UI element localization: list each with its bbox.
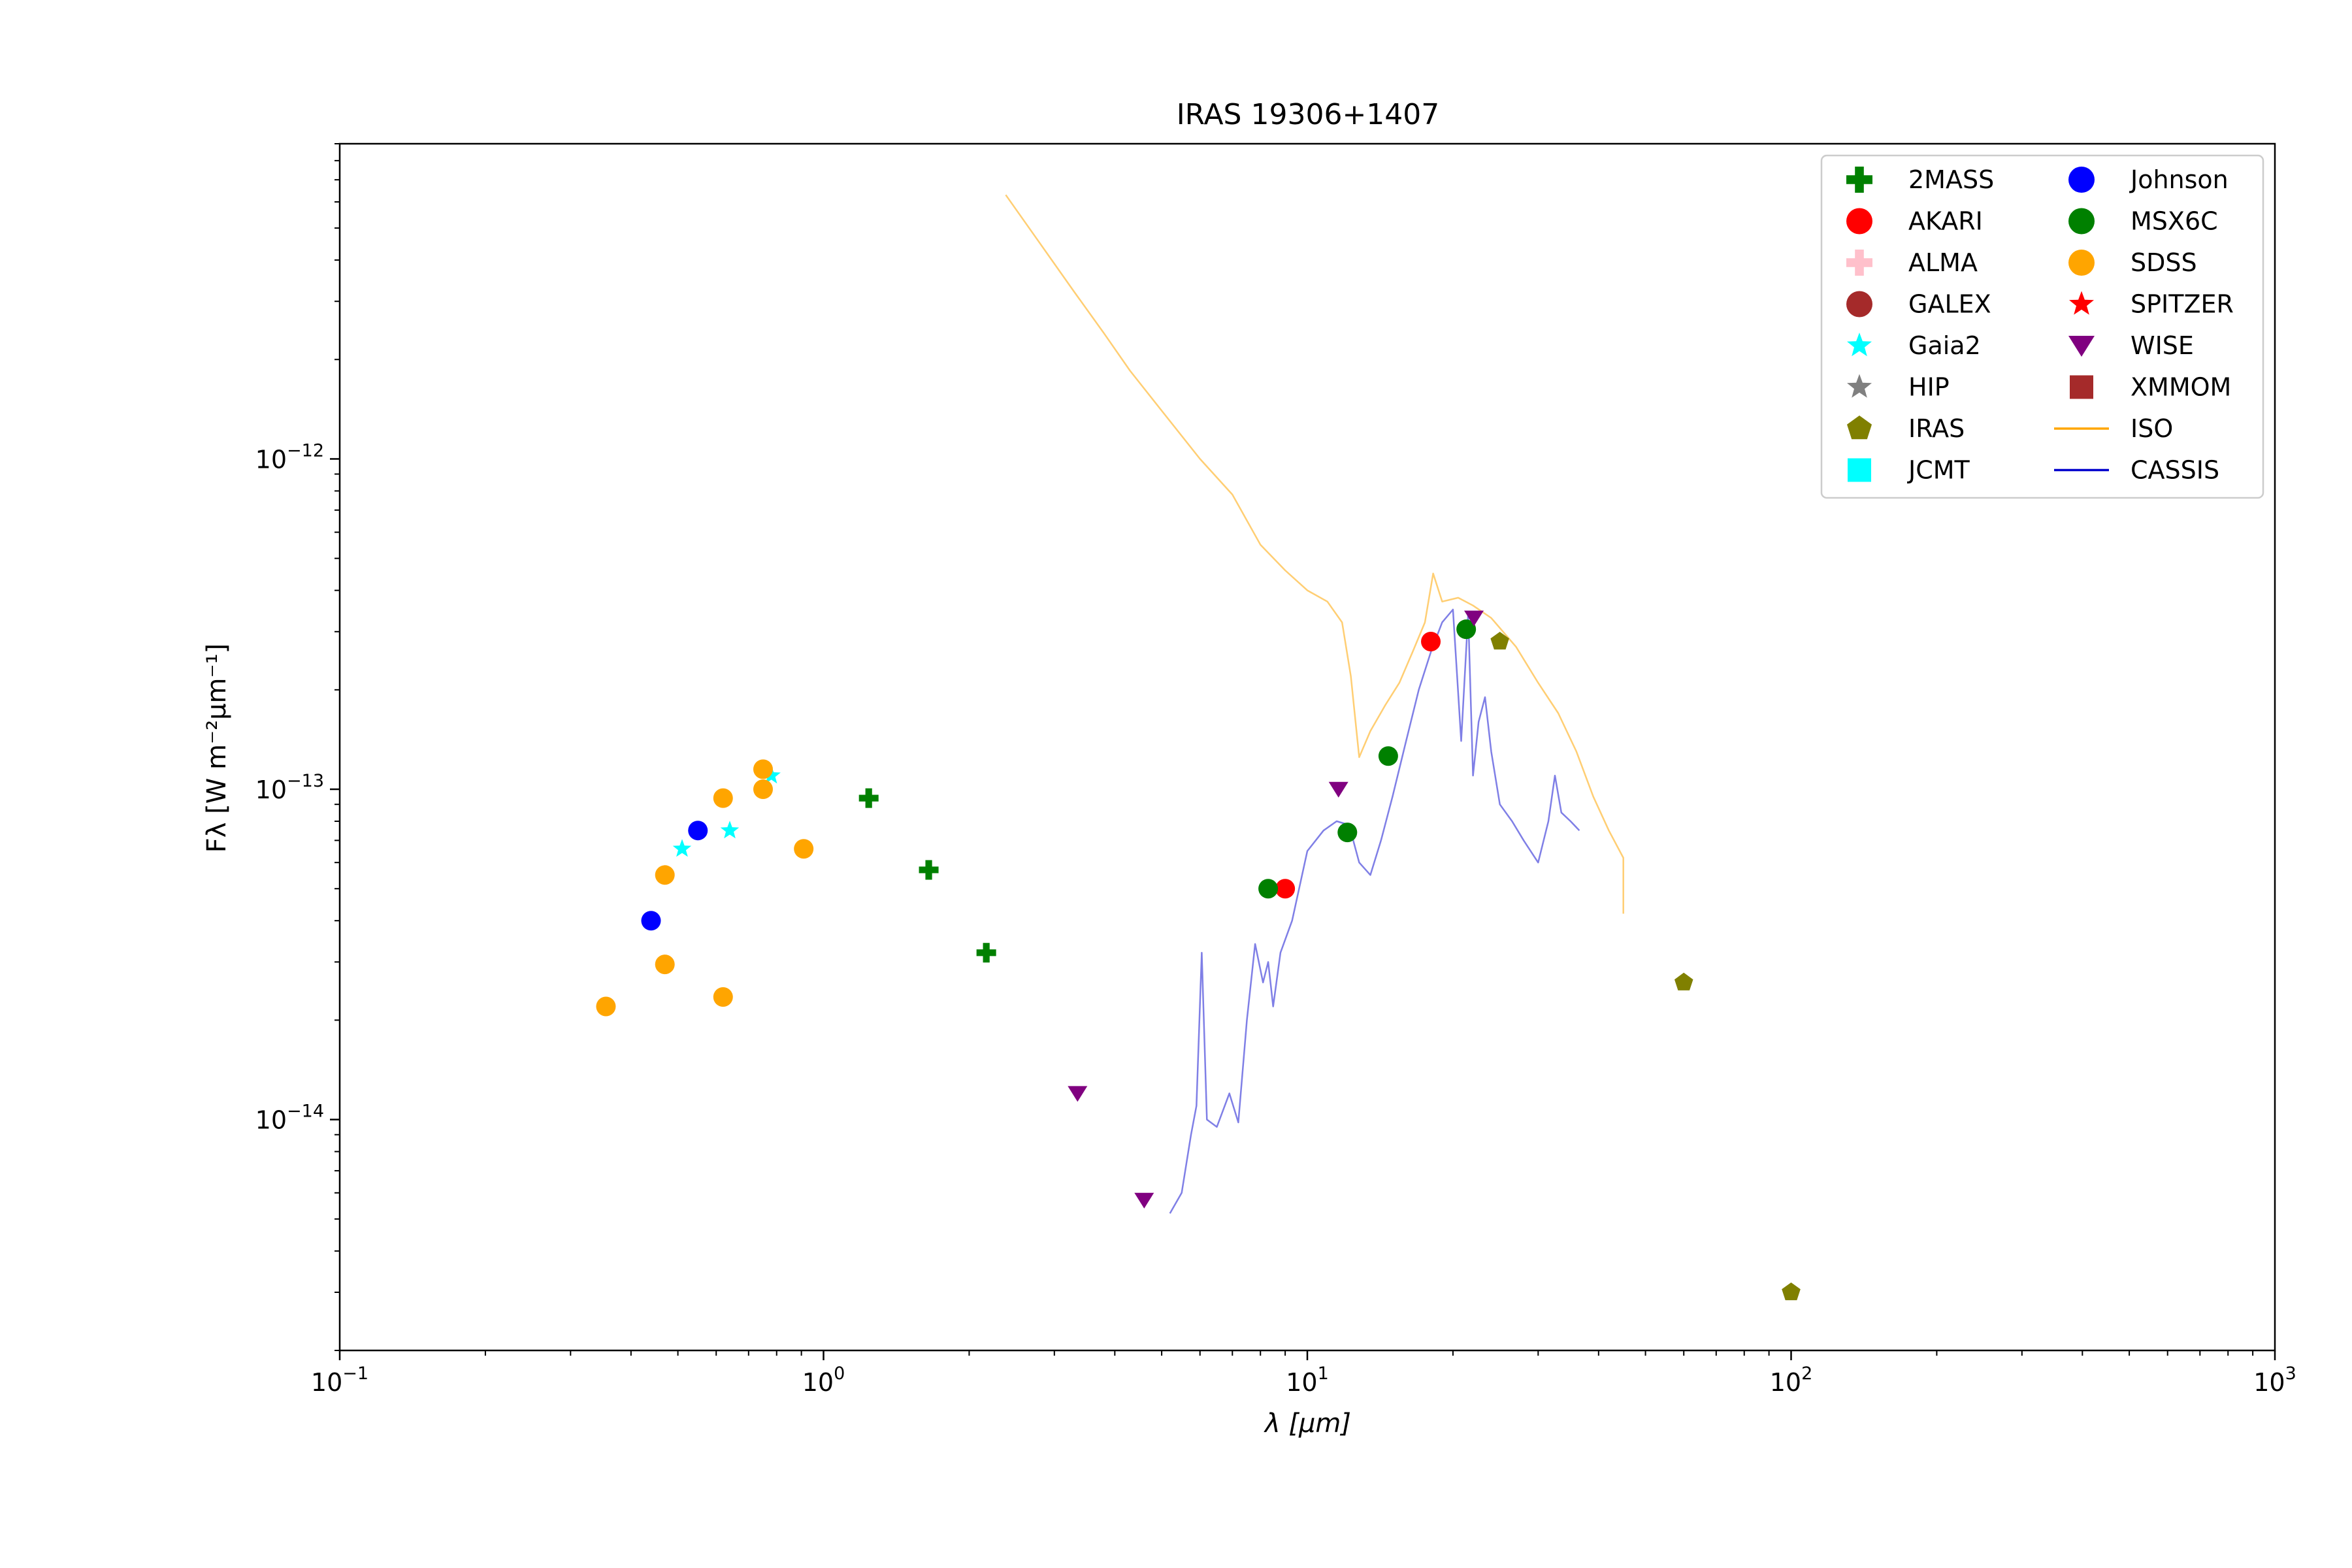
x-tick-label: 103 [2253,1364,2296,1397]
point-iras-1 [1674,972,1693,990]
legend-marker-swatch [1846,250,1872,276]
point-sdss-7 [794,839,814,859]
point-wise-2 [1328,781,1348,798]
legend-label: 2MASS [1908,165,1994,194]
legend-item-iras: IRAS [1847,414,1965,443]
chart-title: IRAS 19306+1407 [1177,98,1440,131]
legend-label: SPITZER [2131,290,2234,319]
point-msx6c-2 [1378,746,1398,766]
legend-marker-swatch [1846,291,1872,318]
point-msx6c-1 [1337,823,1358,843]
point-gaia2-0 [672,839,692,857]
legend-label: WISE [2131,331,2194,360]
legend-label: MSX6C [2131,207,2218,236]
legend-item-cassis: CASSIS [2054,456,2219,485]
legend-item-2mass: 2MASS [1846,165,1994,194]
legend-label: SDSS [2131,248,2197,277]
x-tick-label: 10−1 [311,1364,368,1397]
legend-label: Gaia2 [1908,331,1981,360]
point-wise-1 [1134,1192,1154,1209]
y-axis-label: Fλ [W m⁻²μm⁻¹] [202,644,232,853]
point-msx6c-0 [1258,879,1279,899]
y-tick-label: 10−13 [255,771,324,804]
legend-marker-swatch [1848,458,1871,482]
series-line-cassis [1169,608,1580,1214]
point-sdss-4 [713,788,733,808]
legend-marker-swatch [1847,374,1872,398]
point-sdss-3 [713,987,733,1007]
point-gaia2-1 [720,821,740,839]
point-iras-2 [1782,1282,1801,1301]
legend-marker-swatch [2070,375,2093,399]
point-sdss-0 [596,996,616,1017]
legend-marker-swatch [1847,333,1872,357]
point-akari-0 [1275,879,1296,899]
point-2mass-2 [976,943,996,963]
point-wise-0 [1068,1086,1088,1102]
point-iras-0 [1490,632,1509,650]
legend-item-akari: AKARI [1846,207,1983,236]
spectra-lines [1005,194,1624,1214]
point-msx6c-3 [1456,619,1477,640]
legend-item-alma: ALMA [1846,248,1978,277]
x-axis-label: λ [μm] [1264,1409,1351,1439]
point-akari-1 [1421,631,1441,651]
point-gaia2-2 [762,766,781,784]
legend-label: IRAS [1908,414,1965,443]
photometry-points [596,610,1801,1301]
legend-label: AKARI [1908,207,1983,236]
y-tick-label: 10−14 [255,1102,324,1135]
legend-label: GALEX [1908,290,1991,319]
legend-item-johnson: Johnson [2068,165,2229,194]
point-sdss-1 [655,955,675,975]
point-wise-3 [1464,610,1484,627]
legend-marker-swatch [2068,167,2095,193]
legend-item-xmmom: XMMOM [2070,373,2231,402]
legend-box [1820,154,2264,499]
point-sdss-5 [753,779,773,800]
legend-item-jcmt: JCMT [1848,456,1970,485]
x-tick-label: 100 [802,1364,845,1397]
point-2mass-0 [858,788,879,808]
point-johnson-1 [688,821,708,841]
legend-marker-swatch [2068,250,2095,276]
legend-label: JCMT [1907,456,1970,485]
legend-item-hip: HIP [1847,373,1950,402]
legend-item-gaia2: Gaia2 [1847,331,1981,360]
legend-label: Johnson [2129,165,2229,194]
y-axis-ticks: 10−14 10−13 10−12 [255,143,340,1351]
legend-item-iso: ISO [2054,414,2173,443]
legend-item-wise: WISE [2068,331,2194,360]
x-tick-label: 102 [1770,1364,1813,1397]
legend-marker-swatch [1846,167,1872,193]
x-axis-ticks: 10−1 100 101 102 103 [311,1350,2296,1397]
legend-label: ALMA [1908,248,1978,277]
legend-label: ISO [2131,414,2173,443]
legend-item-sdss: SDSS [2068,248,2197,277]
legend-marker-swatch [2068,208,2095,235]
legend-marker-swatch [1846,208,1872,235]
legend-marker-swatch [1847,416,1872,440]
legend-item-galex: GALEX [1846,290,1991,319]
point-sdss-2 [655,865,675,885]
point-johnson-0 [641,911,661,931]
y-tick-label: 10−12 [255,440,324,474]
legend: 2MASS AKARI ALMA GALEX Gaia2 HIP IRAS JCMT Johns… [1820,154,2264,499]
legend-label: CASSIS [2131,456,2219,485]
x-tick-label: 101 [1286,1364,1329,1397]
legend-label: XMMOM [2131,373,2231,402]
point-2mass-1 [919,860,939,880]
legend-marker-swatch [2069,291,2094,315]
legend-marker-swatch [2068,336,2095,357]
series-line-iso [1005,194,1624,914]
legend-label: HIP [1908,373,1950,402]
legend-item-spitzer: SPITZER [2069,290,2234,319]
legend-item-msx6c: MSX6C [2068,207,2218,236]
point-sdss-6 [753,759,773,779]
